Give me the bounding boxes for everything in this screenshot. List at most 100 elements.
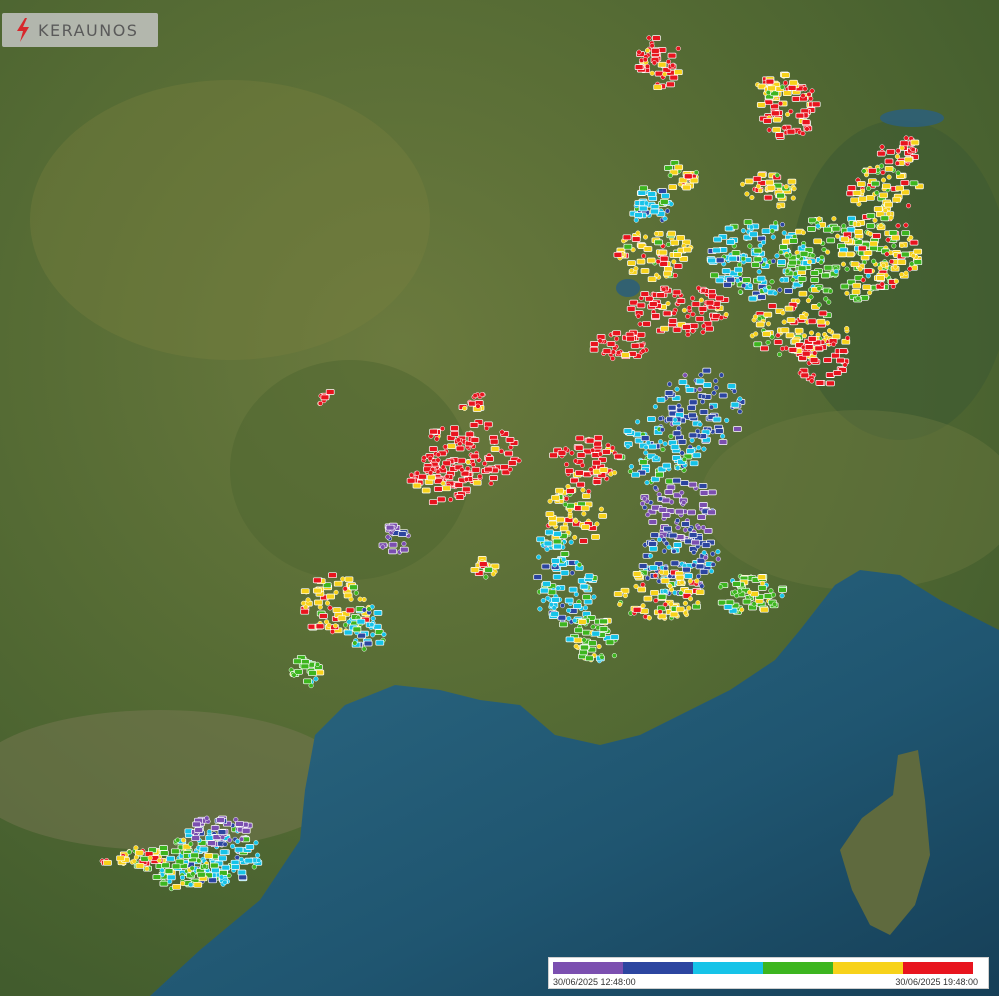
strike-marker — [314, 599, 323, 606]
strike-dot — [698, 372, 704, 378]
strike-dot — [795, 298, 801, 304]
strike-dot — [653, 231, 659, 237]
strike-marker — [863, 250, 873, 256]
strike-dot — [545, 595, 551, 601]
strike-marker — [566, 488, 575, 494]
strike-marker — [166, 855, 175, 862]
strike-dot — [681, 499, 687, 506]
strike-dot — [844, 266, 850, 272]
strike-marker — [763, 194, 773, 201]
strike-dot — [682, 372, 688, 378]
legend-segment — [693, 962, 763, 974]
strike-dot — [563, 496, 569, 502]
strike-dot — [831, 341, 837, 347]
strike-marker — [705, 299, 715, 306]
strike-marker — [837, 251, 847, 258]
strike-dot — [700, 393, 707, 400]
strike-marker — [676, 298, 686, 304]
strike-marker — [840, 236, 850, 243]
strike-marker — [713, 236, 722, 243]
strike-marker — [675, 606, 685, 613]
strike-dot — [597, 451, 603, 457]
strike-marker — [715, 257, 725, 264]
strike-marker — [846, 226, 856, 233]
strike-marker — [245, 844, 255, 850]
strike-marker — [776, 192, 785, 199]
strike-dot — [659, 427, 665, 433]
strike-dot — [477, 473, 483, 479]
strike-marker — [666, 484, 676, 491]
strike-dot — [569, 450, 575, 456]
strike-marker — [786, 317, 796, 323]
strike-dot — [788, 108, 794, 114]
strike-dot — [701, 550, 707, 556]
strike-dot — [747, 243, 753, 249]
strike-marker — [696, 557, 706, 564]
strike-marker — [585, 655, 594, 662]
strike-dot — [802, 86, 808, 92]
strike-dot — [667, 583, 673, 589]
strike-marker — [549, 452, 558, 459]
strike-dot — [381, 631, 387, 637]
strike-dot — [196, 858, 202, 864]
strike-dot — [633, 266, 639, 272]
strike-marker — [826, 237, 836, 244]
strike-dot — [444, 474, 450, 480]
strike-dot — [616, 350, 622, 356]
strike-marker — [862, 284, 872, 291]
strike-marker — [428, 446, 438, 452]
strike-marker — [171, 863, 181, 870]
strike-marker — [647, 276, 657, 283]
strike-dot — [699, 583, 705, 589]
strike-marker — [732, 581, 741, 587]
strike-marker — [313, 587, 322, 594]
strike-marker — [592, 479, 602, 485]
strike-dot — [499, 429, 505, 435]
strike-marker — [193, 881, 203, 888]
strike-dot — [792, 271, 798, 277]
strike-dot — [878, 222, 884, 229]
strike-marker — [655, 471, 664, 478]
strike-dot — [701, 323, 707, 329]
strike-marker — [695, 563, 705, 570]
strike-dot — [646, 615, 652, 621]
strike-dot — [784, 253, 790, 259]
strike-dot — [823, 296, 829, 302]
strike-marker — [788, 347, 798, 353]
strike-dot — [427, 455, 433, 461]
strike-dot — [628, 464, 634, 470]
strike-dot — [664, 541, 670, 547]
strike-dot — [736, 262, 743, 268]
strike-marker — [507, 460, 517, 466]
strike-dot — [586, 488, 592, 494]
strike-marker — [847, 185, 857, 191]
strike-dot — [635, 313, 641, 319]
strike-marker — [836, 357, 845, 364]
strike-marker — [670, 239, 679, 246]
strike-marker — [210, 825, 220, 831]
strike-marker — [731, 250, 741, 256]
strike-dot — [687, 527, 693, 533]
strike-marker — [788, 259, 798, 266]
strike-dot — [800, 130, 806, 137]
strike-marker — [688, 532, 698, 538]
strike-dot — [475, 403, 481, 409]
strike-dot — [737, 396, 743, 402]
strike-marker — [804, 344, 814, 350]
strike-marker — [673, 252, 682, 258]
strike-marker — [560, 569, 570, 576]
strike-dot — [845, 335, 851, 341]
strike-marker — [640, 291, 650, 297]
strike-marker — [234, 846, 244, 853]
strike-dot — [352, 640, 358, 646]
legend-segment — [763, 962, 833, 974]
strike-marker — [238, 874, 248, 881]
strike-marker — [884, 165, 894, 172]
strike-dot — [815, 223, 821, 229]
strike-marker — [237, 869, 247, 876]
strike-dot — [665, 241, 671, 248]
strike-marker — [777, 259, 786, 265]
strike-marker — [755, 321, 765, 328]
strike-dot — [313, 676, 319, 682]
